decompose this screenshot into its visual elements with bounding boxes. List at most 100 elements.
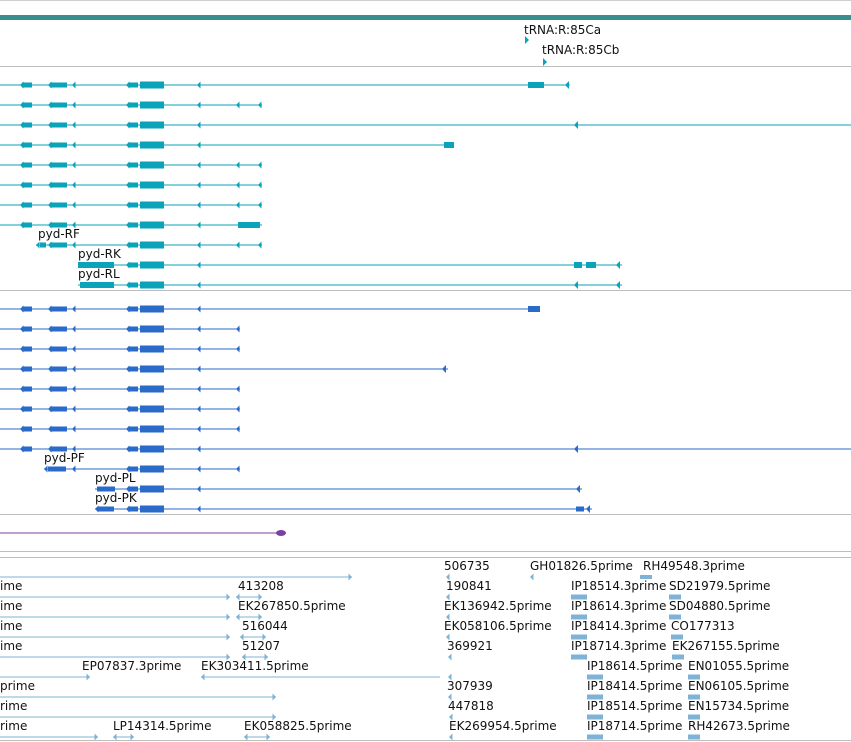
strand-arrow <box>197 101 201 109</box>
est-label[interactable]: EP07837.3prime <box>82 659 182 673</box>
exon <box>140 425 164 433</box>
est-label[interactable]: prime <box>0 679 35 693</box>
est-label[interactable]: EK136942.5prime <box>444 599 552 613</box>
est-label[interactable]: ime <box>0 599 23 613</box>
est-label[interactable]: EK269954.5prime <box>449 719 557 733</box>
exon <box>22 406 32 412</box>
exon <box>128 102 138 108</box>
strand-arrow <box>240 633 244 641</box>
est-label[interactable]: EK058825.5prime <box>244 719 352 733</box>
strand-arrow <box>72 365 76 373</box>
est-label[interactable]: RH49548.3prime <box>643 559 745 573</box>
strand-arrow <box>574 445 578 453</box>
est-label[interactable]: GH01826.5prime <box>530 559 633 573</box>
trna-label[interactable]: tRNA:R:85Ca <box>524 23 602 37</box>
est-label[interactable]: ime <box>0 579 23 593</box>
strand-arrow <box>44 465 48 473</box>
est-label[interactable]: EK267155.5prime <box>672 639 780 653</box>
est-label[interactable]: EK058106.5prime <box>444 619 552 633</box>
est-label[interactable]: rime <box>0 719 28 733</box>
est-label[interactable]: IP18614.5prime <box>587 659 683 673</box>
est-label[interactable]: 516044 <box>242 619 288 633</box>
strand-arrow <box>197 241 201 249</box>
strand-arrow <box>113 733 117 741</box>
est-read <box>571 594 587 600</box>
strand-arrow <box>236 161 240 169</box>
est-label[interactable]: IP18614.3prime <box>571 599 667 613</box>
strand-arrow <box>72 445 76 453</box>
strand-arrow <box>236 201 240 209</box>
exon <box>128 506 138 512</box>
exon <box>140 445 164 453</box>
strand-arrow <box>258 161 262 169</box>
strand-arrow <box>197 505 201 513</box>
est-label[interactable]: SD04880.5prime <box>669 599 771 613</box>
est-label[interactable]: ime <box>0 619 23 633</box>
strand-arrow <box>272 713 276 721</box>
exon <box>128 122 138 128</box>
est-label[interactable]: RH42673.5prime <box>688 719 790 733</box>
strand-arrow <box>574 281 578 289</box>
protein-label[interactable]: pyd-PL <box>95 471 136 485</box>
est-label[interactable]: ime <box>0 639 23 653</box>
est-label[interactable]: EN15734.5prime <box>688 699 790 713</box>
est-label[interactable]: IP18514.5prime <box>587 699 683 713</box>
exon <box>586 262 596 268</box>
transcript-label[interactable]: pyd-RL <box>78 267 120 281</box>
exon <box>140 201 164 209</box>
exon <box>50 446 67 452</box>
strand-arrow <box>197 365 201 373</box>
est-label[interactable]: EK303411.5prime <box>201 659 309 673</box>
strand-arrow <box>266 733 270 741</box>
est-label[interactable]: 447818 <box>448 699 494 713</box>
strand-arrow <box>130 733 134 741</box>
exon <box>97 486 115 492</box>
exon <box>22 182 32 188</box>
est-label[interactable]: 369921 <box>447 639 493 653</box>
exon <box>140 485 164 493</box>
est-label[interactable]: rime <box>0 699 28 713</box>
strand-arrow <box>197 325 201 333</box>
est-read <box>672 654 684 660</box>
strand-arrow <box>72 121 76 129</box>
est-label[interactable]: EN06105.5prime <box>688 679 790 693</box>
transcript-label[interactable]: pyd-RK <box>78 247 121 261</box>
est-read <box>571 614 587 620</box>
exon <box>22 446 32 452</box>
est-label[interactable]: LP14314.5prime <box>113 719 212 733</box>
protein-label[interactable]: pyd-PK <box>95 491 137 505</box>
est-label[interactable]: 307939 <box>447 679 493 693</box>
protein-label[interactable]: pyd-PF <box>44 451 85 465</box>
strand-arrow <box>226 613 230 621</box>
transcript-label[interactable]: pyd-RF <box>38 227 80 241</box>
est-label[interactable]: EN01055.5prime <box>688 659 790 673</box>
strand-arrow <box>236 101 240 109</box>
strand-arrow <box>530 573 534 581</box>
strand-arrow <box>72 141 76 149</box>
est-label[interactable]: EK267850.5prime <box>238 599 346 613</box>
gene-span-bar <box>0 15 851 20</box>
est-label[interactable]: 190841 <box>446 579 492 593</box>
trna-label[interactable]: tRNA:R:85Cb <box>542 43 620 57</box>
est-read <box>669 614 681 620</box>
exon <box>238 222 260 228</box>
strand-arrow <box>242 653 246 661</box>
est-label[interactable]: IP18714.3prime <box>571 639 667 653</box>
est-label[interactable]: IP18414.3prime <box>571 619 667 633</box>
exon <box>22 142 32 148</box>
exon <box>128 162 138 168</box>
strand-arrow <box>86 673 90 681</box>
strand-arrow <box>226 633 230 641</box>
exon <box>140 261 164 269</box>
est-label[interactable]: 413208 <box>238 579 284 593</box>
est-label[interactable]: 51207 <box>242 639 281 653</box>
est-label[interactable]: IP18714.5prime <box>587 719 683 733</box>
est-label[interactable]: IP18514.3prime <box>571 579 667 593</box>
strand-arrow <box>258 593 262 601</box>
exon <box>22 162 32 168</box>
est-label[interactable]: SD21979.5prime <box>669 579 771 593</box>
est-label[interactable]: IP18414.5prime <box>587 679 683 693</box>
strand-arrow <box>272 693 276 701</box>
est-label[interactable]: 506735 <box>444 559 490 573</box>
est-label[interactable]: CO177313 <box>671 619 735 633</box>
